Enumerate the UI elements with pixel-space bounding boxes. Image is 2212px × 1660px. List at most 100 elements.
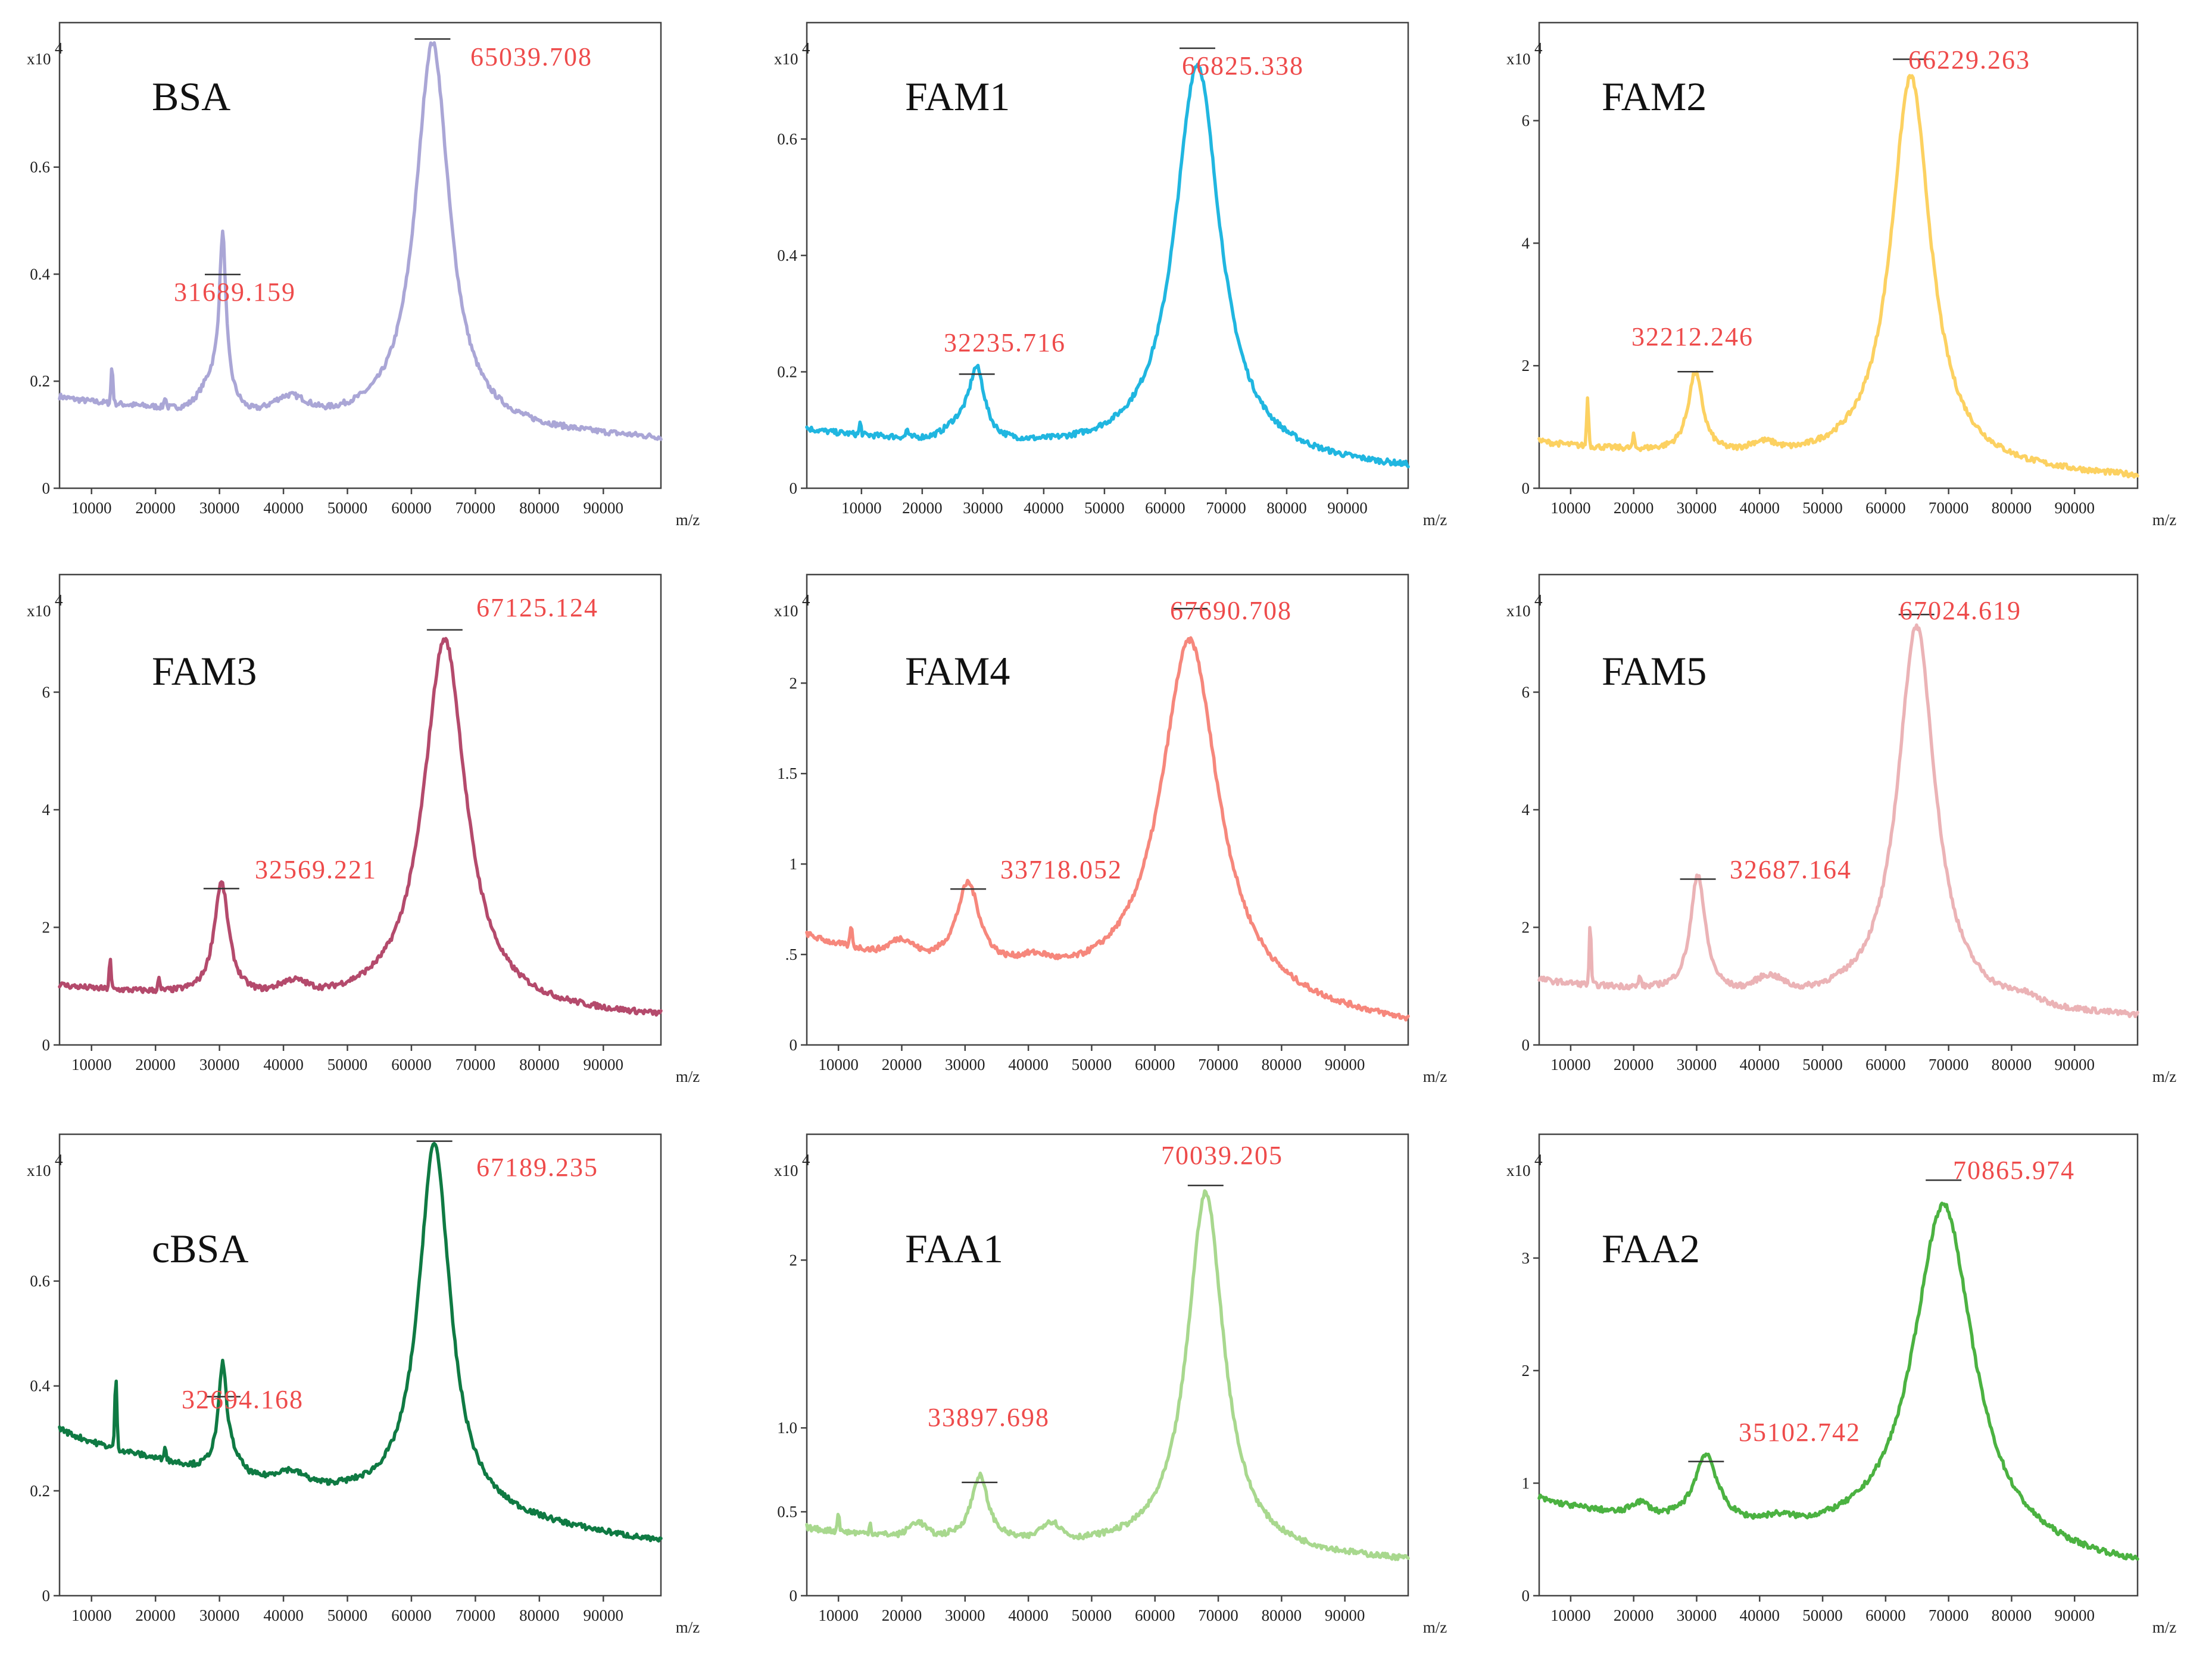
x-tick-label: 20000 (882, 1056, 922, 1074)
plot-frame (1538, 21, 2139, 489)
x-tick-label: 20000 (135, 499, 176, 517)
x-tick-label: 50000 (1802, 1056, 1843, 1074)
x-tick-label: 70000 (1929, 499, 1969, 517)
x-tick-label: 80000 (519, 1606, 560, 1624)
y-tick-label: 0.6 (30, 1272, 50, 1290)
x-tick-label: 50000 (1072, 1056, 1112, 1074)
peak-mass-label: 33897.698 (928, 1403, 1050, 1432)
y-tick-label: 1.0 (777, 1419, 797, 1437)
y-tick-label: 0 (42, 479, 51, 497)
y-multiplier-label: x10 (1506, 50, 1531, 68)
spectrum-panel-fam1: 10000 20000 30000 40000 50000 60000 70000 80000… (774, 21, 1447, 529)
peak-mass-label: 67024.619 (1899, 596, 2021, 625)
y-tick-label: 0 (790, 1036, 798, 1054)
plot-frame (806, 21, 1409, 489)
x-tick-label: 60000 (391, 1606, 432, 1624)
x-tick-label: 60000 (1865, 1056, 1906, 1074)
panel-title: FAM2 (1602, 74, 1706, 119)
x-tick-label: 30000 (945, 1056, 985, 1074)
x-tick-label: 30000 (199, 1606, 240, 1624)
spectrum-trace (58, 636, 663, 1017)
x-tick-label: 10000 (1550, 1606, 1591, 1624)
plot-frame (58, 1133, 662, 1597)
y-tick-label: 6 (1522, 112, 1530, 130)
spectrum-panel-fam3: 10000 20000 30000 40000 50000 60000 70000 80000… (27, 573, 700, 1085)
x-tick-label: 80000 (519, 499, 560, 517)
y-tick-label: 2 (1522, 357, 1530, 375)
peak-mass-label: 70039.205 (1161, 1141, 1283, 1170)
y-multiplier-label: x10 (27, 1162, 51, 1180)
x-unit-label: m/z (676, 1618, 700, 1636)
x-tick-label: 30000 (1677, 1056, 1717, 1074)
x-tick-label: 30000 (945, 1606, 985, 1624)
x-tick-label: 20000 (882, 1606, 922, 1624)
y-tick-label: 4 (1522, 801, 1530, 819)
x-tick-label: 70000 (1198, 1606, 1238, 1624)
x-unit-label: m/z (1423, 1068, 1447, 1085)
x-tick-label: 10000 (818, 1606, 859, 1624)
spectrum-panel-bsa: 10000 20000 30000 40000 50000 60000 70000 80000… (27, 21, 700, 529)
y-tick-label: 0 (42, 1036, 51, 1054)
peak-mass-label: 70865.974 (1953, 1156, 2075, 1185)
spectrum-trace (805, 63, 1410, 469)
panel-title: FAM3 (152, 648, 257, 694)
x-tick-label: 70000 (1929, 1606, 1969, 1624)
x-tick-label: 50000 (327, 1056, 368, 1074)
x-tick-label: 30000 (1677, 1606, 1717, 1624)
x-tick-label: 90000 (1325, 1056, 1365, 1074)
x-unit-label: m/z (2152, 1618, 2177, 1636)
peak-mass-label: 65039.708 (470, 42, 592, 71)
x-tick-label: 70000 (455, 499, 496, 517)
x-tick-label: 60000 (1865, 499, 1906, 517)
x-tick-label: 40000 (1024, 499, 1064, 517)
x-tick-label: 40000 (263, 499, 304, 517)
y-tick-label: .5 (785, 946, 797, 963)
y-exponent-label: 4 (55, 1151, 63, 1169)
y-tick-label: 0.2 (30, 372, 50, 390)
x-tick-label: 80000 (1266, 499, 1307, 517)
x-tick-label: 70000 (1206, 499, 1246, 517)
peak-mass-label: 67690.708 (1170, 596, 1292, 625)
panel-title: BSA (152, 74, 230, 119)
y-tick-label: 0.2 (777, 363, 797, 381)
x-unit-label: m/z (1423, 511, 1447, 529)
spectrum-trace (1537, 623, 2139, 1019)
x-tick-label: 20000 (1614, 499, 1654, 517)
spectrum-panel-fam5: 10000 20000 30000 40000 50000 60000 70000 80000… (1506, 573, 2177, 1085)
y-exponent-label: 4 (802, 591, 810, 609)
y-tick-label: 4 (1522, 234, 1530, 252)
y-tick-label: 0 (1522, 479, 1530, 497)
x-tick-label: 40000 (1740, 1606, 1780, 1624)
panel-title: FAA1 (905, 1226, 1003, 1271)
y-exponent-label: 4 (1534, 1151, 1543, 1169)
y-multiplier-label: x10 (774, 1162, 798, 1180)
x-tick-label: 60000 (1135, 1606, 1175, 1624)
y-tick-label: 0 (1522, 1036, 1530, 1054)
x-tick-label: 60000 (391, 499, 432, 517)
y-multiplier-label: x10 (27, 602, 51, 620)
plot-frame (1538, 1133, 2139, 1597)
peak-mass-label: 66825.338 (1182, 51, 1304, 80)
x-tick-label: 60000 (1145, 499, 1185, 517)
spectrum-panel-cbsa: 10000 20000 30000 40000 50000 60000 70000 80000… (27, 1133, 700, 1636)
y-tick-label: 3 (1522, 1249, 1530, 1267)
y-tick-label: 6 (42, 684, 51, 701)
peak-mass-label: 31689.159 (174, 277, 296, 307)
y-tick-label: 2 (790, 1251, 798, 1269)
spectrum-panel-faa2: 10000 20000 30000 40000 50000 60000 70000 80000… (1506, 1133, 2177, 1636)
x-tick-label: 70000 (1198, 1056, 1238, 1074)
x-unit-label: m/z (2152, 1068, 2177, 1085)
spectrum-panel-fam4: 10000 20000 30000 40000 50000 60000 70000 80000… (774, 573, 1447, 1085)
x-tick-label: 10000 (71, 1606, 112, 1624)
x-tick-label: 80000 (1262, 1606, 1302, 1624)
y-tick-label: 0.2 (30, 1482, 50, 1500)
peak-mass-label: 67125.124 (476, 593, 598, 622)
peak-mass-label: 32687.164 (1730, 855, 1852, 884)
x-tick-label: 10000 (71, 1056, 112, 1074)
x-tick-label: 20000 (1614, 1056, 1654, 1074)
x-tick-label: 90000 (2054, 1056, 2095, 1074)
x-tick-label: 60000 (1865, 1606, 1906, 1624)
x-tick-label: 80000 (1992, 1606, 2032, 1624)
x-tick-label: 80000 (1262, 1056, 1302, 1074)
